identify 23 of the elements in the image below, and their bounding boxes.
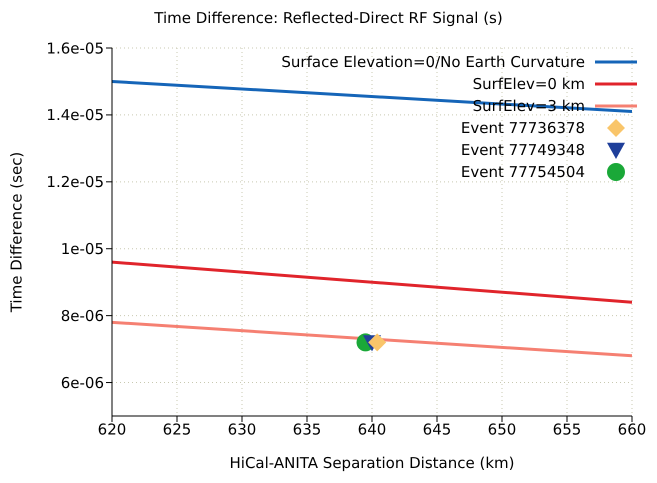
x-tick-label: 635	[292, 420, 322, 439]
x-tick-label: 660	[618, 420, 646, 439]
x-tick-label: 650	[488, 420, 516, 439]
y-tick-label: 1.2e-05	[46, 173, 104, 192]
y-axis-title: Time Difference (sec)	[7, 152, 26, 314]
chart-title: Time Difference: Reflected-Direct RF Signal (s)	[153, 8, 504, 29]
legend-label: Event 77754504	[460, 163, 585, 181]
x-tick-label: 640	[358, 420, 386, 439]
y-tick-label: 8e-06	[60, 306, 104, 325]
x-axis-title: HiCal-ANITA Separation Distance (km)	[230, 454, 514, 472]
x-tick-label: 625	[162, 420, 192, 439]
y-tick-label: 1e-05	[60, 240, 104, 258]
x-tick-label: 655	[552, 420, 582, 439]
y-tick-label: 6e-06	[60, 374, 104, 392]
legend-label: Surface Elevation=0/No Earth Curvature	[281, 53, 585, 71]
y-tick-label: 1.4e-05	[46, 106, 104, 124]
x-tick-label: 630	[228, 420, 256, 439]
legend-label: SurfElev=0 km	[472, 75, 585, 93]
legend-label: Event 77749348	[460, 141, 585, 159]
y-tick-label: 1.6e-05	[46, 39, 104, 58]
x-tick-label: 645	[422, 420, 452, 439]
legend-label: Event 77736378	[460, 119, 585, 137]
x-tick-label: 620	[98, 420, 126, 439]
